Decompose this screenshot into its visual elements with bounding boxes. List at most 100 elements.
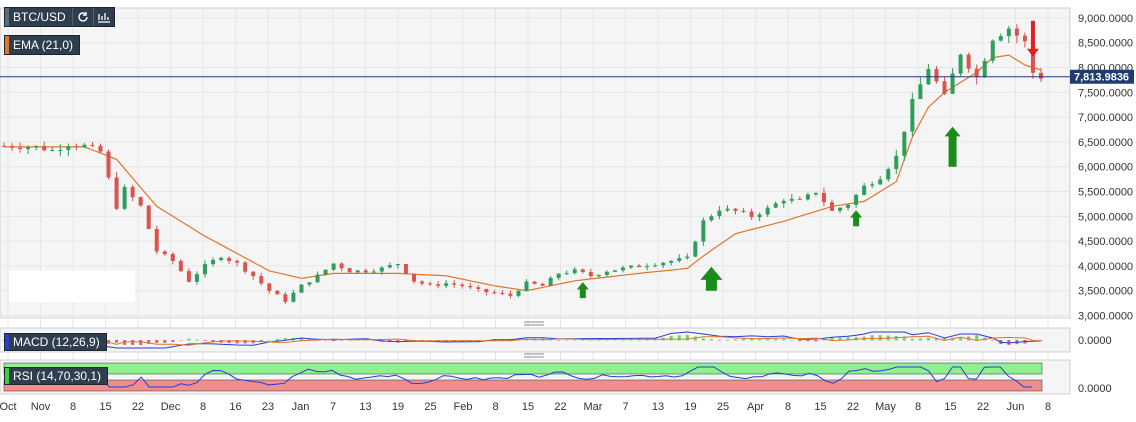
candle-body xyxy=(347,268,352,273)
candle-body xyxy=(403,264,408,274)
macd-legend[interactable]: MACD (12,26,9) xyxy=(4,333,107,351)
candle-body xyxy=(411,273,416,282)
candle-body xyxy=(781,200,786,204)
time-axis[interactable]: Oct Nov 8 15 22 Dec 8 16 23 Jan 7 13 19 25 Feb 8 15 22 Mar… xyxy=(0,401,1051,413)
rsi-label: RSI (14,70,30,1) xyxy=(13,369,102,383)
ema-legend[interactable]: EMA (21,0) xyxy=(4,35,81,55)
candle-body xyxy=(564,273,569,275)
x-tick-label: 19 xyxy=(392,401,404,413)
candle-body xyxy=(725,208,730,211)
candle-body xyxy=(829,202,834,211)
macd-bar xyxy=(782,338,786,341)
x-tick-label: Oct xyxy=(0,401,17,413)
candle-body xyxy=(838,207,843,211)
x-tick-label: Feb xyxy=(454,401,473,413)
pane-resize-handle-rsi[interactable] xyxy=(524,353,544,358)
candles-group xyxy=(2,24,1043,305)
candle-body xyxy=(894,155,899,170)
x-tick-label: 25 xyxy=(424,401,436,413)
macd-bar xyxy=(372,340,376,341)
macd-bar xyxy=(926,337,930,341)
candle-body xyxy=(10,145,15,148)
candle-body xyxy=(194,274,199,282)
candle-body xyxy=(34,145,39,148)
candle-body xyxy=(813,192,818,195)
rsi-legend[interactable]: RSI (14,70,30,1) xyxy=(4,367,109,385)
candle-body xyxy=(58,149,63,151)
macd-bar xyxy=(918,338,922,341)
macd-bar xyxy=(404,340,408,342)
chart-type-icon[interactable] xyxy=(92,8,114,26)
x-tick-label: 15 xyxy=(814,401,826,413)
macd-signal-line xyxy=(4,335,1042,346)
candle-body xyxy=(114,177,119,209)
macd-value-label: 0.0000 xyxy=(1078,335,1112,347)
y-tick-label: 4,000.0000 xyxy=(1078,261,1133,273)
candle-body xyxy=(516,290,521,296)
macd-bar xyxy=(774,338,778,341)
x-tick-label: May xyxy=(875,401,896,413)
candle-body xyxy=(878,179,883,185)
candle-body xyxy=(130,187,135,198)
macd-bar xyxy=(822,339,826,341)
candle-body xyxy=(492,292,497,294)
symbol-color-stripe xyxy=(5,8,9,26)
macd-bar xyxy=(701,338,705,341)
candle-body xyxy=(508,293,513,296)
candle-body xyxy=(387,265,392,268)
candle-body xyxy=(580,269,585,273)
main-plot-area xyxy=(0,7,1071,319)
macd-bar xyxy=(934,337,938,341)
macd-bar xyxy=(798,340,802,342)
rsi-color-stripe xyxy=(5,368,9,384)
macd-bar xyxy=(299,337,303,341)
macd-bar xyxy=(758,338,762,341)
rsi-value-label: 0.0000 xyxy=(1078,383,1112,395)
candle-body xyxy=(267,283,272,291)
macd-bar xyxy=(283,338,287,341)
candle-body xyxy=(1006,28,1011,37)
candle-body xyxy=(556,273,561,278)
macd-bar xyxy=(637,339,641,341)
candle-body xyxy=(154,228,159,252)
macd-bar xyxy=(685,334,689,341)
macd-bar xyxy=(725,339,729,341)
x-tick-label: 7 xyxy=(330,401,336,413)
candle-body xyxy=(227,257,232,261)
candle-body xyxy=(26,147,31,150)
macd-line xyxy=(3,331,1042,349)
candle-body xyxy=(186,271,191,282)
candle-body xyxy=(500,293,505,295)
candle-body xyxy=(243,262,248,272)
macd-bar xyxy=(307,338,311,341)
macd-bar xyxy=(709,339,713,341)
macd-bar xyxy=(195,339,199,341)
ema-color-stripe xyxy=(5,36,9,54)
macd-bar xyxy=(235,340,239,344)
x-tick-label: 22 xyxy=(132,401,144,413)
candle-body xyxy=(669,260,674,263)
macd-bar xyxy=(131,340,135,345)
macd-bar xyxy=(267,339,271,341)
candle-body xyxy=(532,281,537,284)
candle-body xyxy=(291,292,296,302)
macd-bar xyxy=(693,336,697,341)
macd-bar xyxy=(147,340,151,344)
candle-body xyxy=(2,145,7,147)
pane-resize-handle-macd[interactable] xyxy=(524,321,544,326)
macd-bar xyxy=(991,340,995,341)
x-tick-label: 8 xyxy=(200,401,206,413)
refresh-icon[interactable] xyxy=(71,8,93,26)
candle-body xyxy=(797,198,802,200)
candle-body xyxy=(902,131,907,156)
price-axis[interactable]: 3,000.0000 3,500.0000 4,000.0000 4,500.0000… xyxy=(1078,13,1133,323)
candle-body xyxy=(910,98,915,132)
candle-body xyxy=(1038,72,1043,79)
symbol-legend[interactable]: BTC/USD xyxy=(4,7,115,27)
macd-bar xyxy=(878,335,882,341)
candle-body xyxy=(18,147,23,150)
candle-body xyxy=(942,81,947,94)
x-tick-label: Mar xyxy=(584,401,603,413)
candle-body xyxy=(323,269,328,275)
